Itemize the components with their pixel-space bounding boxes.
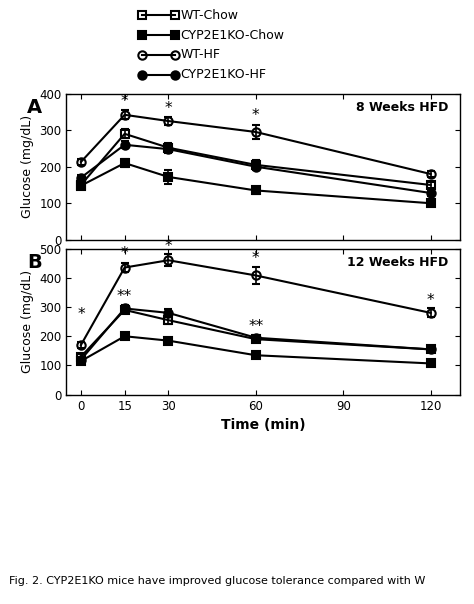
Text: *: * <box>427 294 435 309</box>
X-axis label: Time (min): Time (min) <box>221 418 305 432</box>
Text: **: ** <box>117 289 132 304</box>
Text: A: A <box>27 98 42 117</box>
Text: WT-HF: WT-HF <box>180 48 220 62</box>
Text: *: * <box>77 307 85 322</box>
Text: Fig. 2. CYP2E1KO mice have improved glucose tolerance compared with W: Fig. 2. CYP2E1KO mice have improved gluc… <box>9 576 426 586</box>
Text: *: * <box>164 239 172 254</box>
Text: **: ** <box>248 319 264 334</box>
Y-axis label: Glucose (mg/dL): Glucose (mg/dL) <box>21 270 34 373</box>
Text: *: * <box>121 246 128 262</box>
Text: 12 Weeks HFD: 12 Weeks HFD <box>346 256 448 269</box>
Text: *: * <box>121 94 128 109</box>
Text: CYP2E1KO-Chow: CYP2E1KO-Chow <box>180 28 284 42</box>
Text: *: * <box>252 251 260 266</box>
Text: CYP2E1KO-HF: CYP2E1KO-HF <box>180 68 266 82</box>
Y-axis label: Glucose (mg/dL): Glucose (mg/dL) <box>21 115 34 218</box>
Text: 8 Weeks HFD: 8 Weeks HFD <box>356 101 448 114</box>
Text: WT-Chow: WT-Chow <box>180 8 238 22</box>
Text: *: * <box>252 108 260 123</box>
Text: *: * <box>164 100 172 115</box>
Text: B: B <box>27 253 42 272</box>
